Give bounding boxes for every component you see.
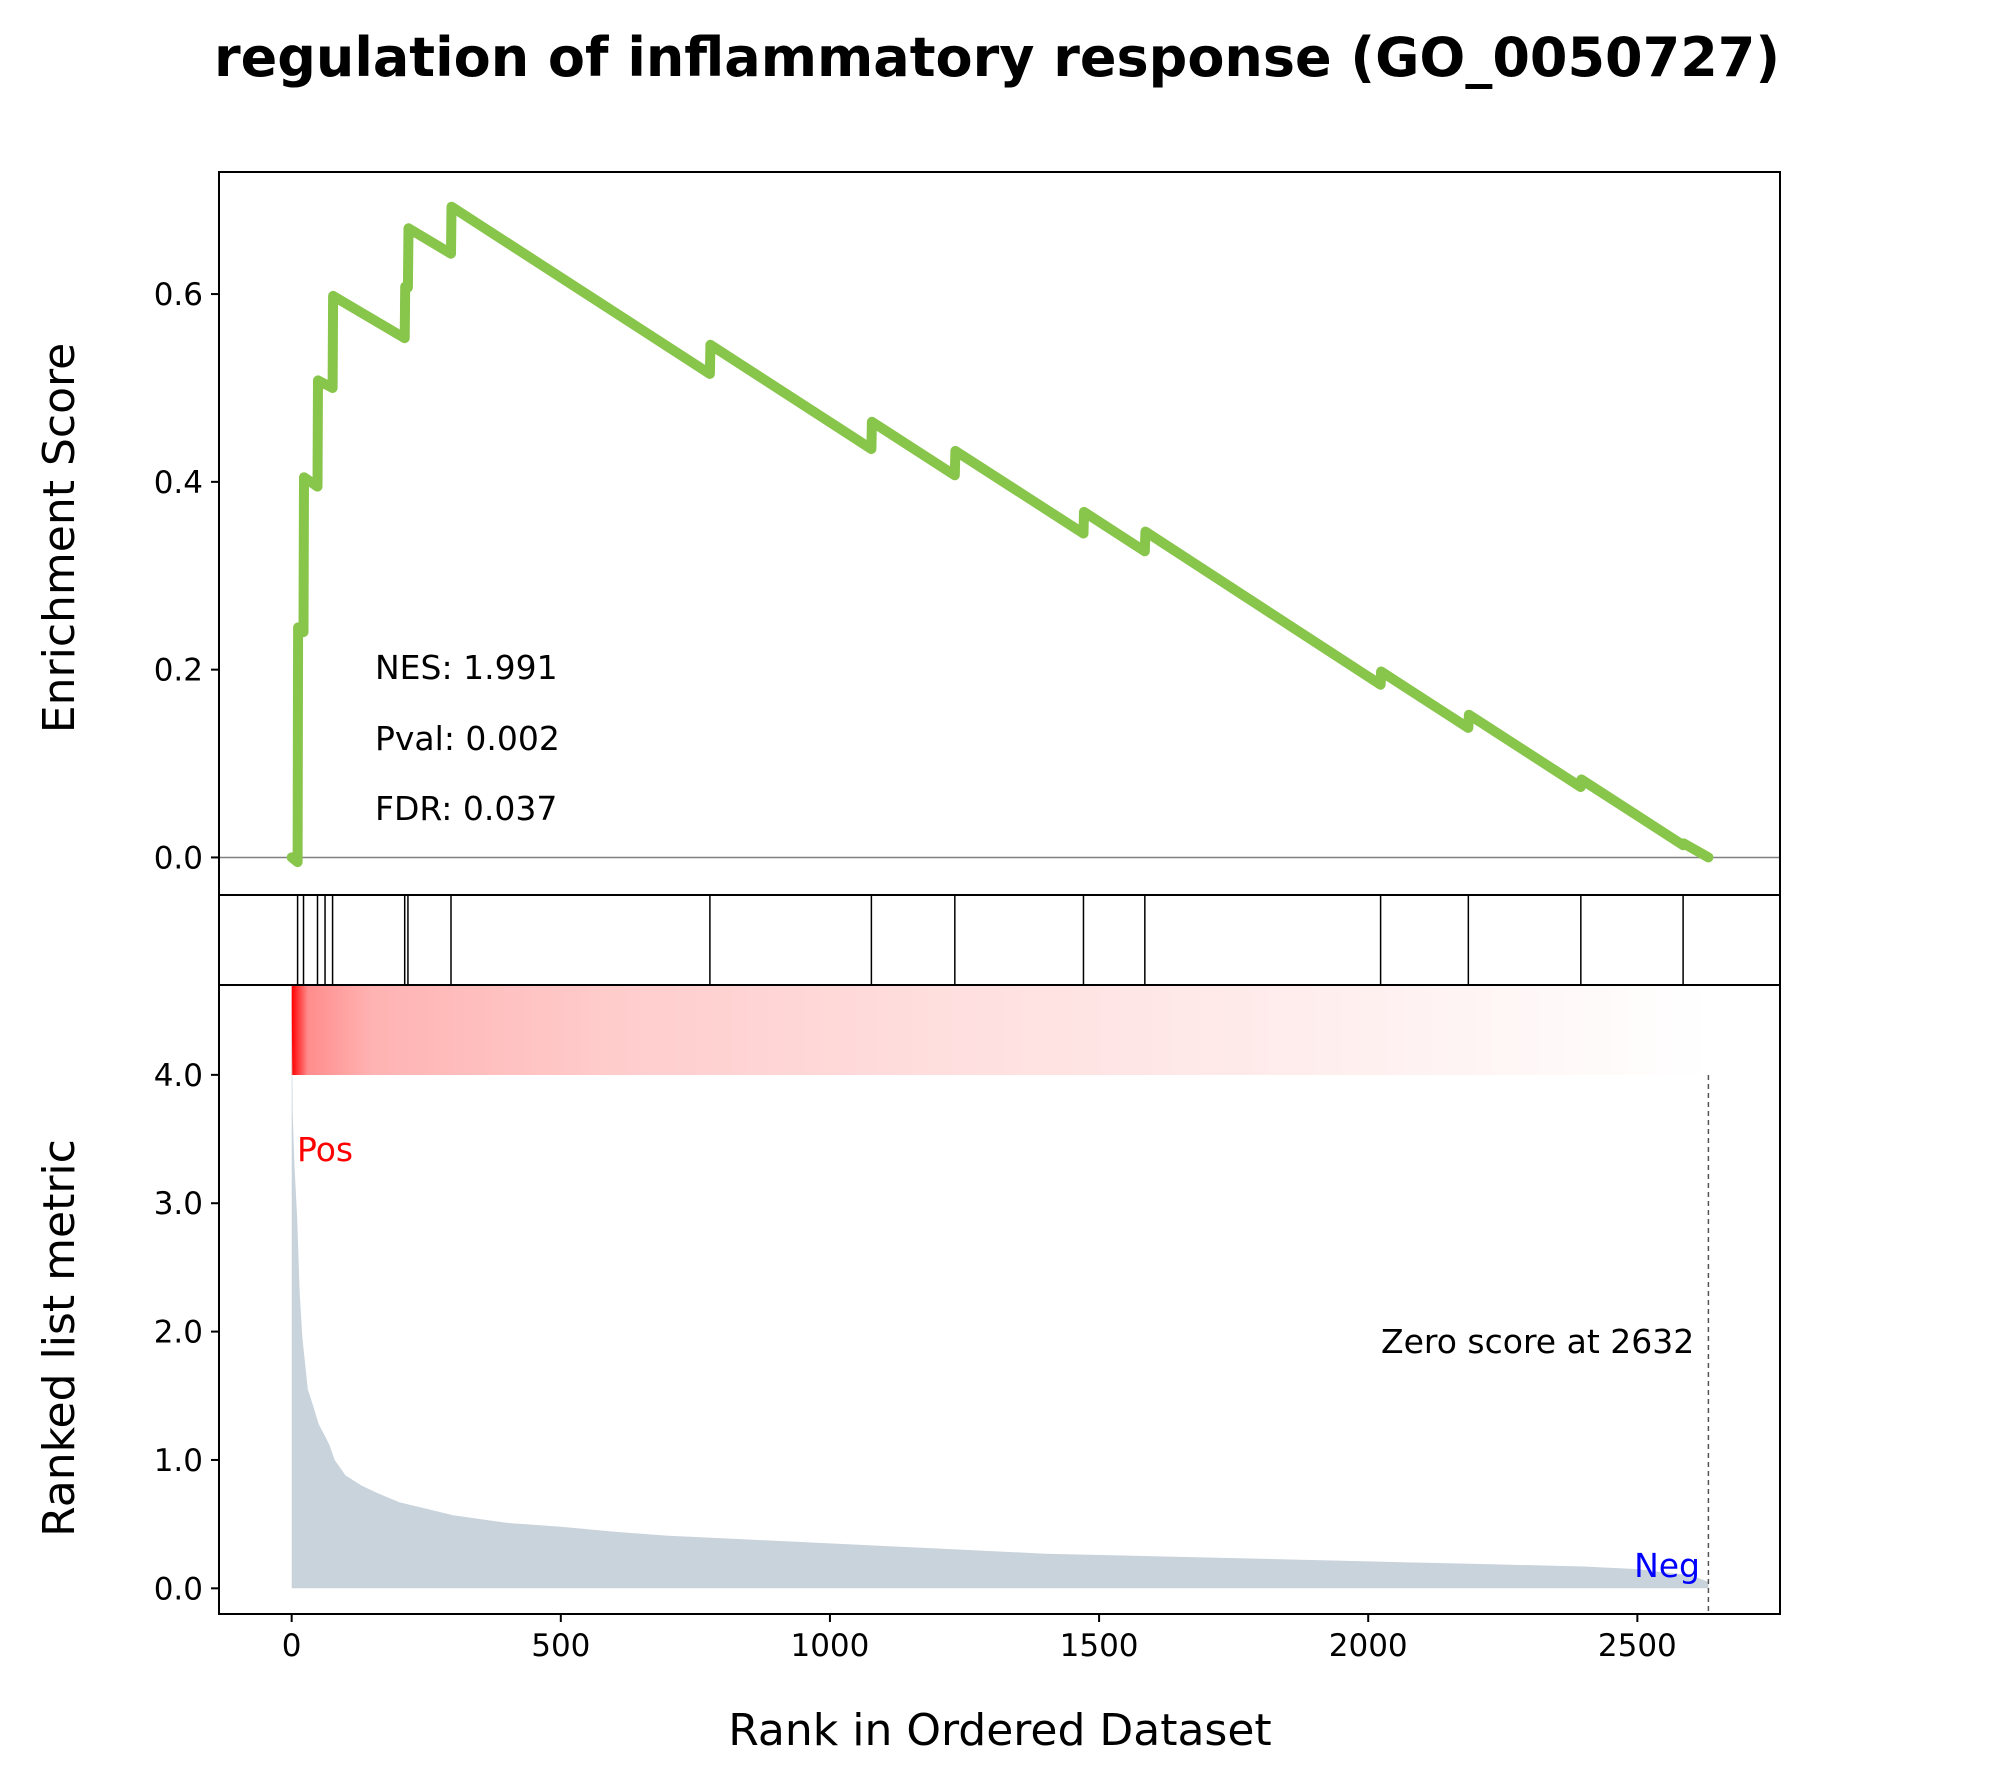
x-tick-label: 500 <box>531 1628 590 1664</box>
es-y-ticks: 0.0 0.2 0.4 0.6 <box>154 277 219 876</box>
es-y-axis-label: Enrichment Score <box>34 343 85 733</box>
metric-y-axis-label: Ranked list metric <box>34 1139 85 1537</box>
fdr-annotation: FDR: 0.037 <box>375 789 557 828</box>
x-ticks: 0 500 1000 1500 2000 2500 <box>282 1614 1677 1664</box>
metric-y-tick-label: 4.0 <box>154 1058 203 1094</box>
metric-y-ticks: 0.0 1.0 2.0 3.0 4.0 <box>154 1058 219 1607</box>
es-curve <box>286 201 1714 868</box>
rank-heatmap-bar <box>291 986 1709 1075</box>
es-y-tick-label: 0.4 <box>154 465 203 501</box>
ranked-metric-fill <box>291 1010 1709 1589</box>
metric-y-tick-label: 2.0 <box>154 1315 203 1351</box>
es-y-tick-label: 0.2 <box>154 653 203 689</box>
ranked-metric-panel: Pos Neg Zero score at 2632 0.0 1.0 2.0 3.0 4… <box>34 984 1781 1756</box>
x-tick-label: 2000 <box>1329 1628 1408 1664</box>
es-panel-frame <box>218 171 1781 896</box>
x-tick-label: 1000 <box>790 1628 869 1664</box>
pval-annotation: Pval: 0.002 <box>375 719 560 758</box>
metric-panel-frame <box>218 984 1781 1615</box>
pos-label: Pos <box>297 1130 353 1169</box>
es-y-tick-label: 0.6 <box>154 277 203 313</box>
zero-score-label: Zero score at 2632 <box>1381 1322 1694 1361</box>
es-line <box>286 201 1714 868</box>
hit-lines <box>296 895 1684 985</box>
es-y-tick-label: 0.0 <box>154 840 203 876</box>
figure-title: regulation of inflammatory response (GO_… <box>214 26 1780 89</box>
x-axis-label: Rank in Ordered Dataset <box>728 1705 1271 1756</box>
x-tick-label: 1500 <box>1060 1628 1139 1664</box>
hits-panel-frame <box>218 894 1781 986</box>
metric-area <box>291 1010 1709 1589</box>
metric-y-tick-label: 0.0 <box>154 1571 203 1607</box>
x-tick-label: 2500 <box>1598 1628 1677 1664</box>
nes-annotation: NES: 1.991 <box>375 648 558 687</box>
x-tick-label: 0 <box>282 1628 302 1664</box>
metric-y-tick-label: 3.0 <box>154 1186 203 1222</box>
neg-label: Neg <box>1634 1546 1700 1585</box>
metric-y-tick-label: 1.0 <box>154 1443 203 1479</box>
enrichment-score-panel: 0.0 0.2 0.4 0.6 Enrichment Score NES: 1.991… <box>34 171 1781 896</box>
hits-panel <box>218 894 1781 986</box>
